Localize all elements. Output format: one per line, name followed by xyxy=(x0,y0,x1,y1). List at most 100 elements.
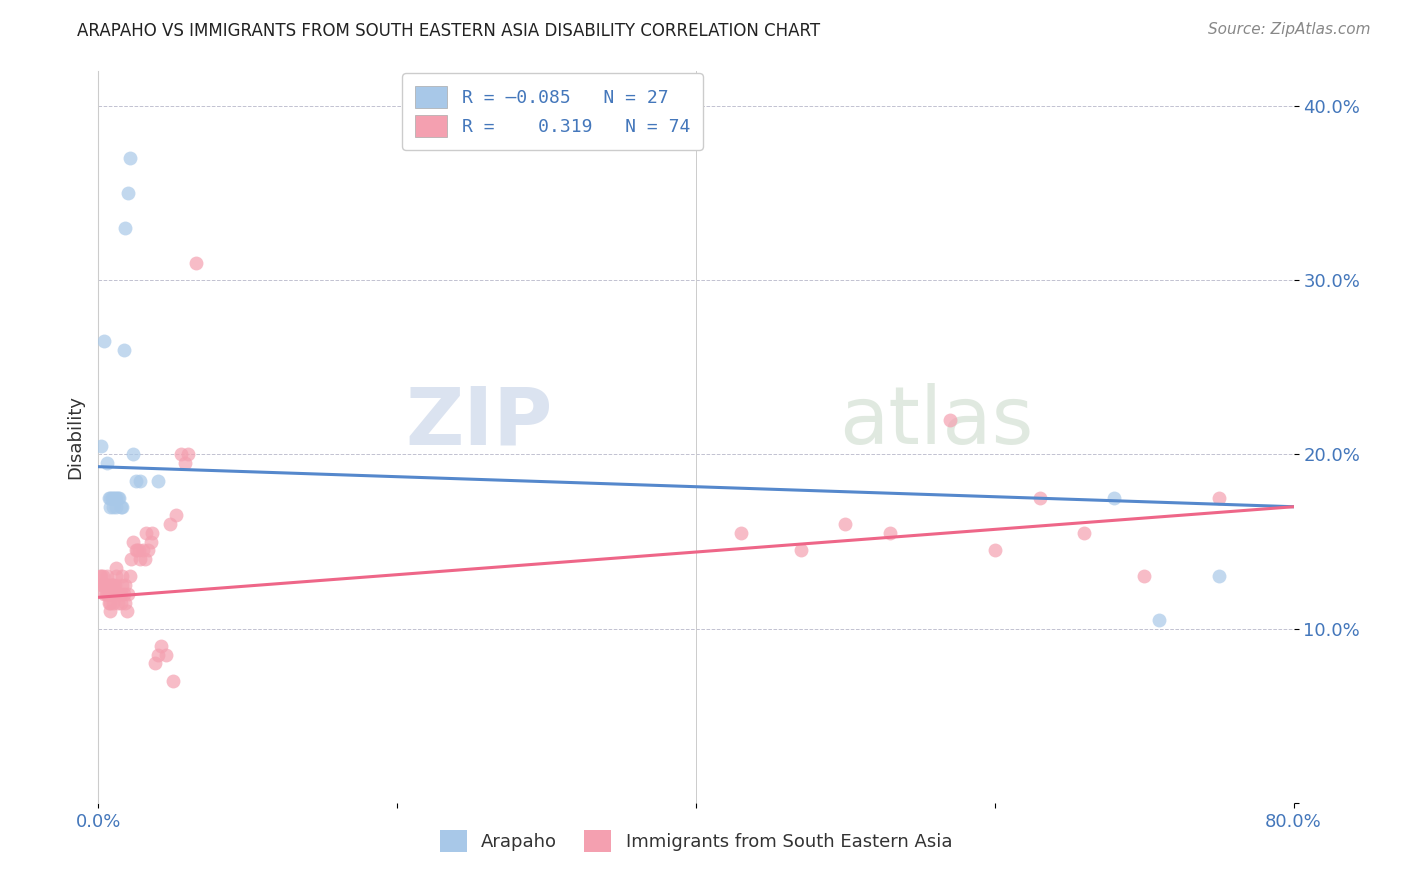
Point xyxy=(128,543,150,558)
Point xyxy=(108,491,131,505)
Point xyxy=(93,578,115,592)
Point xyxy=(90,578,112,592)
Text: atlas: atlas xyxy=(839,384,1033,461)
Point xyxy=(184,256,207,270)
Point xyxy=(155,648,177,662)
Point xyxy=(104,491,127,505)
Point xyxy=(148,474,170,488)
Point xyxy=(89,569,111,583)
Point xyxy=(177,448,200,462)
Point xyxy=(134,552,156,566)
Point xyxy=(103,578,125,592)
Point xyxy=(1208,491,1230,505)
Point xyxy=(141,525,163,540)
Point xyxy=(150,639,173,653)
Point xyxy=(148,648,170,662)
Point xyxy=(98,491,122,505)
Point xyxy=(110,595,132,609)
Point xyxy=(105,560,128,574)
Point xyxy=(96,587,118,601)
Point xyxy=(162,673,184,688)
Point xyxy=(834,517,856,532)
Text: ARAPAHO VS IMMIGRANTS FROM SOUTH EASTERN ASIA DISABILITY CORRELATION CHART: ARAPAHO VS IMMIGRANTS FROM SOUTH EASTERN… xyxy=(77,22,821,40)
Point xyxy=(125,474,148,488)
Point xyxy=(111,569,134,583)
Point xyxy=(1133,569,1156,583)
Point xyxy=(129,474,152,488)
Point xyxy=(107,491,129,505)
Point xyxy=(98,587,122,601)
Point xyxy=(96,578,118,592)
Point xyxy=(98,595,122,609)
Point xyxy=(101,578,124,592)
Point xyxy=(90,439,112,453)
Y-axis label: Disability: Disability xyxy=(66,395,84,479)
Point xyxy=(111,578,134,592)
Point xyxy=(103,500,125,514)
Point xyxy=(939,412,962,426)
Point xyxy=(139,534,162,549)
Point xyxy=(91,578,114,592)
Point xyxy=(103,595,125,609)
Point xyxy=(108,587,131,601)
Point xyxy=(118,152,141,166)
Point xyxy=(94,578,117,592)
Point xyxy=(112,587,135,601)
Point xyxy=(125,543,148,558)
Point xyxy=(1208,569,1230,583)
Point xyxy=(159,517,181,532)
Point xyxy=(115,604,138,618)
Point xyxy=(135,525,157,540)
Point xyxy=(114,221,136,235)
Legend: Arapaho, Immigrants from South Eastern Asia: Arapaho, Immigrants from South Eastern A… xyxy=(433,823,959,860)
Point xyxy=(174,456,197,470)
Point xyxy=(117,186,139,201)
Point xyxy=(120,552,142,566)
Point xyxy=(107,587,129,601)
Point xyxy=(789,543,811,558)
Text: ZIP: ZIP xyxy=(405,384,553,461)
Point xyxy=(97,578,120,592)
Point xyxy=(104,578,127,592)
Point xyxy=(98,500,122,514)
Point xyxy=(169,448,191,462)
Point xyxy=(96,569,118,583)
Point xyxy=(107,595,129,609)
Point xyxy=(1104,491,1126,505)
Point xyxy=(112,343,135,357)
Point xyxy=(110,500,132,514)
Point xyxy=(104,587,127,601)
Point xyxy=(136,543,159,558)
Point xyxy=(984,543,1007,558)
Point xyxy=(90,569,112,583)
Point xyxy=(93,587,115,601)
Point xyxy=(1028,491,1050,505)
Point xyxy=(117,587,139,601)
Point xyxy=(93,334,115,349)
Point xyxy=(114,578,136,592)
Point xyxy=(121,448,143,462)
Point xyxy=(110,587,132,601)
Point xyxy=(121,534,143,549)
Point xyxy=(96,456,118,470)
Point xyxy=(91,569,114,583)
Point xyxy=(103,587,125,601)
Point xyxy=(105,500,128,514)
Point xyxy=(879,525,901,540)
Point xyxy=(103,491,125,505)
Point xyxy=(132,543,155,558)
Point xyxy=(105,569,128,583)
Point xyxy=(1147,613,1170,627)
Point xyxy=(101,587,124,601)
Point xyxy=(129,552,152,566)
Point xyxy=(105,491,128,505)
Point xyxy=(1073,525,1095,540)
Point xyxy=(97,587,120,601)
Point xyxy=(114,595,136,609)
Point xyxy=(97,491,120,505)
Point xyxy=(94,587,117,601)
Point xyxy=(730,525,752,540)
Point xyxy=(111,500,134,514)
Point xyxy=(127,543,149,558)
Point xyxy=(98,604,122,618)
